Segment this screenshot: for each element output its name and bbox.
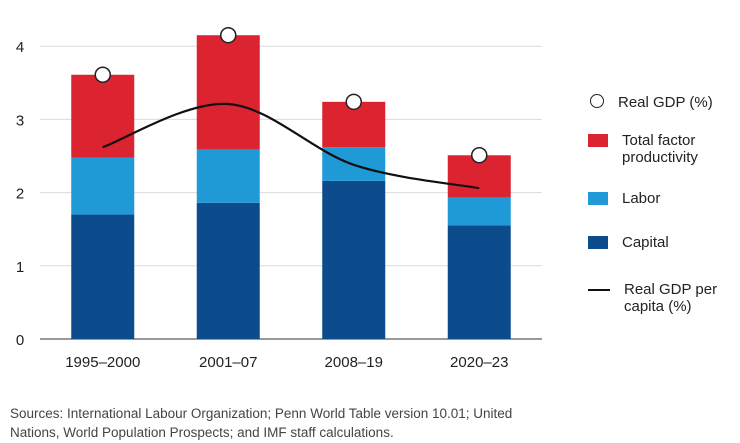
source-note: Sources: International Labour Organizati… — [10, 404, 710, 442]
gdp-per-capita-line — [102, 102, 480, 190]
percap-line-swatch — [588, 289, 610, 291]
tfp-swatch — [588, 134, 608, 147]
bar-total-factor-productivity — [71, 74, 135, 158]
legend-label-gdp: Real GDP (%) — [618, 94, 713, 111]
legend-label-percap: Real GDP per capita (%) — [624, 281, 717, 315]
x-tick-label: 2001–07 — [199, 354, 257, 371]
y-tick-label: 1 — [16, 259, 24, 276]
bar-capital — [322, 180, 386, 339]
y-tick-label: 4 — [16, 39, 24, 56]
gdp-marker — [471, 147, 488, 164]
y-tick-label: 0 — [16, 332, 24, 349]
legend-label-tfp-line1: Total factor — [622, 132, 696, 149]
capital-swatch — [588, 236, 608, 249]
legend-item-percap: Real GDP per capita (%) — [588, 281, 717, 315]
gdp-marker — [220, 26, 237, 44]
x-tick-label: 1995–2000 — [65, 354, 140, 371]
legend-label-tfp-line2: productivity — [622, 149, 698, 166]
legend-label-tfp: Total factor productivity — [622, 132, 698, 166]
bar-capital — [447, 225, 511, 339]
legend-item-capital: Capital — [588, 234, 669, 251]
legend-label-labor: Labor — [622, 190, 661, 207]
bar-total-factor-productivity — [196, 35, 260, 150]
bar-labor — [71, 157, 135, 215]
source-line-2: Nations, World Population Prospects; and… — [10, 425, 394, 440]
bar-capital — [196, 202, 260, 339]
chart-plot: 0 1 2 3 4 1995–2000 2001–07 2008–19 2020–23 — [16, 26, 542, 371]
gdp-marker — [345, 93, 362, 111]
y-tick-label: 3 — [16, 112, 24, 129]
x-tick-label: 2020–23 — [450, 354, 508, 371]
legend-item-labor: Labor — [588, 190, 660, 207]
y-tick-label: 2 — [16, 186, 24, 203]
legend-label-capital: Capital — [622, 234, 669, 251]
labor-swatch — [588, 192, 608, 205]
legend-label-percap-line2: capita (%) — [624, 298, 692, 315]
legend-item-gdp: Real GDP (%) — [588, 94, 713, 111]
bar-labor — [447, 197, 511, 226]
legend-item-tfp: Total factor productivity — [588, 132, 698, 166]
x-tick-label: 2008–19 — [325, 354, 383, 371]
bar-labor — [196, 149, 260, 203]
gdp-marker — [94, 66, 111, 83]
legend-label-percap-line1: Real GDP per — [624, 281, 718, 298]
source-line-1: Sources: International Labour Organizati… — [10, 406, 513, 421]
gdp-marker-swatch — [590, 94, 604, 108]
bar-capital — [71, 214, 135, 339]
